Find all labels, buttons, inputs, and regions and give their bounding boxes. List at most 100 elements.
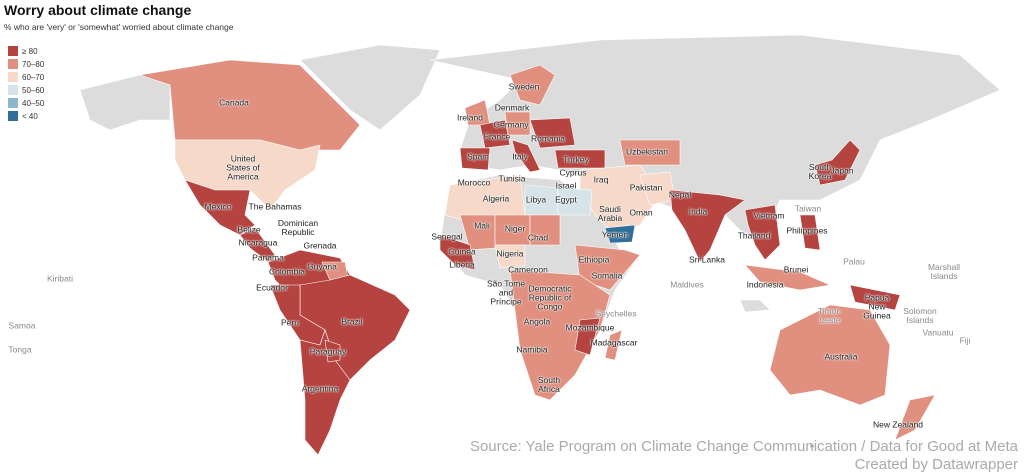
country: [494, 244, 526, 269]
country-label: Mozambique: [565, 322, 615, 333]
country-label: Belize: [237, 224, 261, 235]
country: [769, 304, 891, 406]
land: [299, 44, 441, 131]
legend-label: ≥ 80: [22, 47, 38, 56]
country: [439, 234, 476, 271]
country-label: Germany: [493, 119, 529, 130]
legend-swatch: [8, 85, 18, 95]
country-label: Oman: [629, 207, 653, 218]
country: [669, 189, 746, 263]
country: [894, 394, 936, 441]
country: [799, 214, 821, 251]
country: [604, 329, 623, 361]
country-label: Thailand: [737, 230, 771, 241]
country-label: United States of America: [226, 153, 260, 182]
country-label: Philippines: [786, 225, 828, 236]
legend-swatch: [8, 72, 18, 82]
country-label: Dominican Republic: [277, 218, 319, 237]
country-label: Spain: [467, 151, 489, 162]
country-label: Japan: [830, 165, 854, 176]
country-label: Denmark: [494, 102, 530, 113]
country-label: Sri Lanka: [689, 254, 725, 265]
country-label: Canada: [219, 97, 249, 108]
country: [744, 204, 781, 261]
land: [79, 74, 171, 131]
credit: Created by Datawrapper: [854, 456, 1018, 473]
country-label: Chad: [527, 232, 549, 243]
country-label: Nigeria: [496, 248, 524, 259]
country-label: Cameroon: [508, 264, 548, 275]
legend-label: 60–70: [22, 73, 45, 82]
country-label: Niger: [504, 223, 526, 234]
country-label: Libya: [525, 194, 547, 205]
country: [529, 214, 561, 246]
country: [529, 117, 576, 149]
country-label: Tonga: [8, 344, 32, 355]
country-label: São Tomé and Príncipe: [486, 278, 526, 307]
country: [324, 339, 341, 363]
country-label: Samoa: [8, 320, 36, 331]
country: [619, 139, 681, 166]
source: Source: Yale Program on Climate Change C…: [469, 438, 1018, 455]
country-label: The Bahamas: [248, 201, 302, 212]
country-label: Argentina: [301, 383, 339, 394]
country-label: Ecuador: [256, 282, 288, 293]
land: [739, 299, 771, 313]
country-label: Romania: [530, 133, 566, 144]
legend-label: 50–60: [22, 86, 45, 95]
country-label: Indonesia: [746, 279, 784, 290]
country-label: Turkey: [563, 154, 589, 165]
legend-swatch: [8, 46, 18, 56]
country-label: Australia: [824, 351, 858, 362]
legend-swatch: [8, 98, 18, 108]
country-label: Guinea: [448, 246, 476, 257]
country-label: Taiwan: [794, 203, 822, 214]
country-label: Yemen: [601, 229, 629, 240]
country: [557, 187, 593, 216]
country: [604, 224, 636, 244]
country-label: Palau: [843, 256, 865, 267]
country: [574, 244, 641, 291]
country-label: Colombia: [269, 266, 305, 277]
country-label: Pakistan: [629, 182, 663, 193]
country: [504, 111, 531, 136]
country-label: Timor-Leste: [817, 306, 843, 325]
map-title: Worry about climate change: [4, 2, 192, 18]
country: [509, 64, 556, 106]
country-label: Sweden: [508, 81, 540, 92]
legend-label: < 40: [22, 112, 38, 121]
country-label: Guyana: [307, 261, 337, 272]
country: [299, 329, 351, 456]
country-label: Peru: [281, 317, 299, 328]
country: [139, 59, 361, 151]
country-label: Marshall Islands: [927, 262, 961, 281]
legend-swatch: [8, 111, 18, 121]
country: [184, 179, 256, 236]
country-label: Solomon Islands: [903, 306, 937, 325]
country: [849, 284, 901, 311]
legend-label: 40–50: [22, 99, 45, 108]
country-label: Iraq: [593, 174, 609, 185]
country-label: Mali: [474, 220, 490, 231]
country-label: France: [483, 131, 511, 142]
country-label: Brunei: [783, 264, 809, 275]
country-label: New Zealand: [872, 419, 924, 430]
country-label: Cyprus: [559, 167, 587, 178]
country-label: Kiribati: [47, 273, 73, 284]
country-label: Algeria: [482, 193, 510, 204]
legend-swatch: [8, 59, 18, 69]
country-label: Liberia: [449, 259, 475, 270]
country-label: Madagascar: [590, 337, 638, 348]
country-label: Democratic Republic of Congo: [528, 283, 572, 312]
country-label: Brazil: [341, 316, 363, 327]
country: [574, 317, 601, 356]
country-label: Senegal: [431, 231, 463, 242]
country-label: Seychelles: [595, 308, 637, 319]
country-label: South Africa: [537, 375, 561, 394]
country: [814, 139, 861, 186]
country-label: Ireland: [457, 112, 483, 123]
country-label: Somalia: [591, 270, 623, 281]
map-subtitle: % who are 'very' or 'somewhat' worried a…: [4, 22, 234, 32]
